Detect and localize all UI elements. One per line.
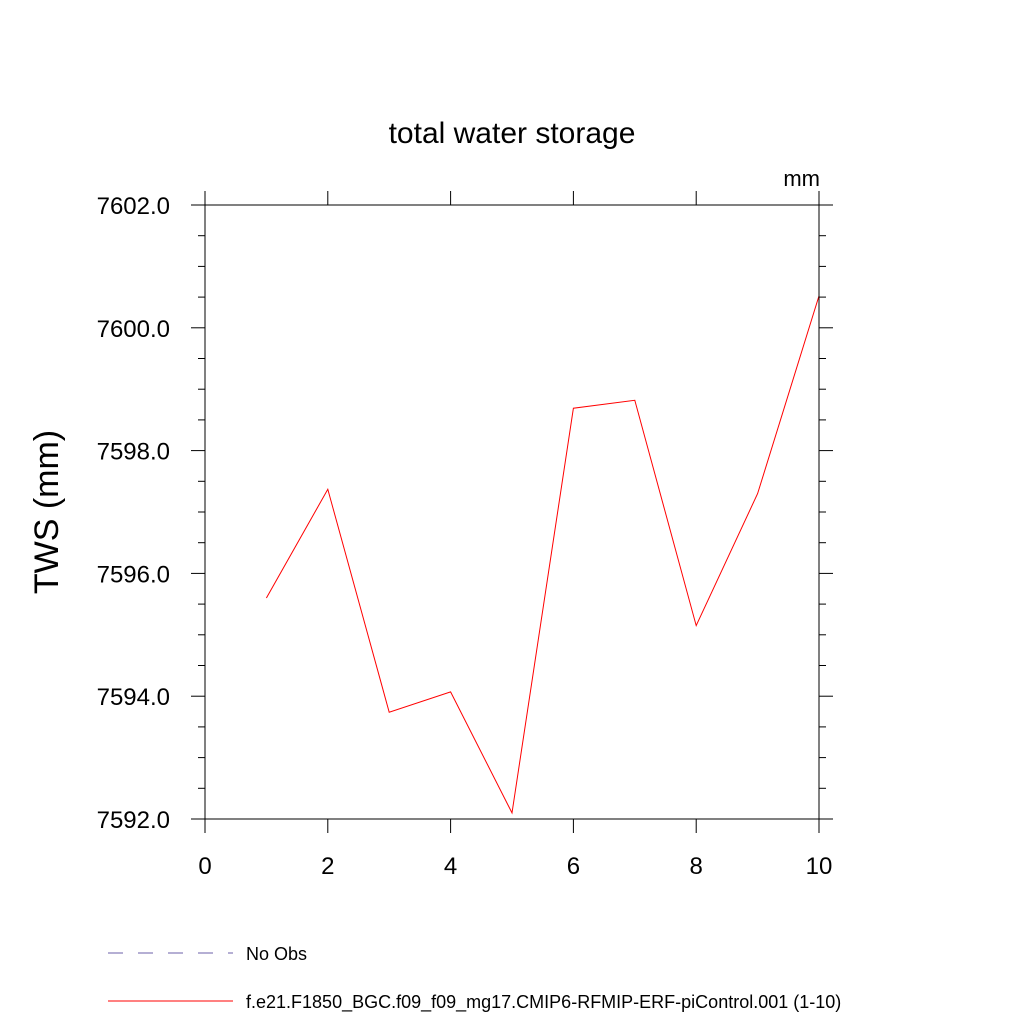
series-line bbox=[265, 295, 820, 815]
series-layer bbox=[265, 295, 820, 815]
y-tick-label: 7596.0 bbox=[97, 561, 170, 588]
x-tick-label: 4 bbox=[444, 853, 457, 880]
minor-ticks bbox=[198, 235, 826, 789]
y-tick-label: 7594.0 bbox=[97, 684, 170, 711]
y-tick-label: 7592.0 bbox=[97, 807, 170, 834]
tick-labels: 0 2 4 6 8 10 7592.0 7594.0 7596.0 7598.0 7600.0 760… bbox=[97, 193, 833, 880]
y-tick-label: 7598.0 bbox=[97, 439, 170, 466]
legend-label-model: f.e21.F1850_BGC.f09_f09_mg17.CMIP6-RFMIP… bbox=[246, 992, 841, 1013]
legend: No Obs f.e21.F1850_BGC.f09_f09_mg17.CMIP… bbox=[108, 944, 841, 1013]
units-label: mm bbox=[783, 166, 820, 191]
y-tick-label: 7602.0 bbox=[97, 193, 170, 220]
x-tick-label: 0 bbox=[198, 853, 211, 880]
x-tick-label: 2 bbox=[321, 853, 334, 880]
x-tick-label: 10 bbox=[806, 853, 833, 880]
chart-title: total water storage bbox=[389, 117, 636, 150]
major-ticks bbox=[191, 191, 833, 833]
x-tick-label: 8 bbox=[690, 853, 703, 880]
x-tick-label: 6 bbox=[567, 853, 580, 880]
legend-label-no-obs: No Obs bbox=[246, 944, 307, 964]
y-axis-label: TWS (mm) bbox=[28, 430, 66, 594]
plot-frame bbox=[204, 204, 820, 820]
y-tick-label: 7600.0 bbox=[97, 316, 170, 343]
